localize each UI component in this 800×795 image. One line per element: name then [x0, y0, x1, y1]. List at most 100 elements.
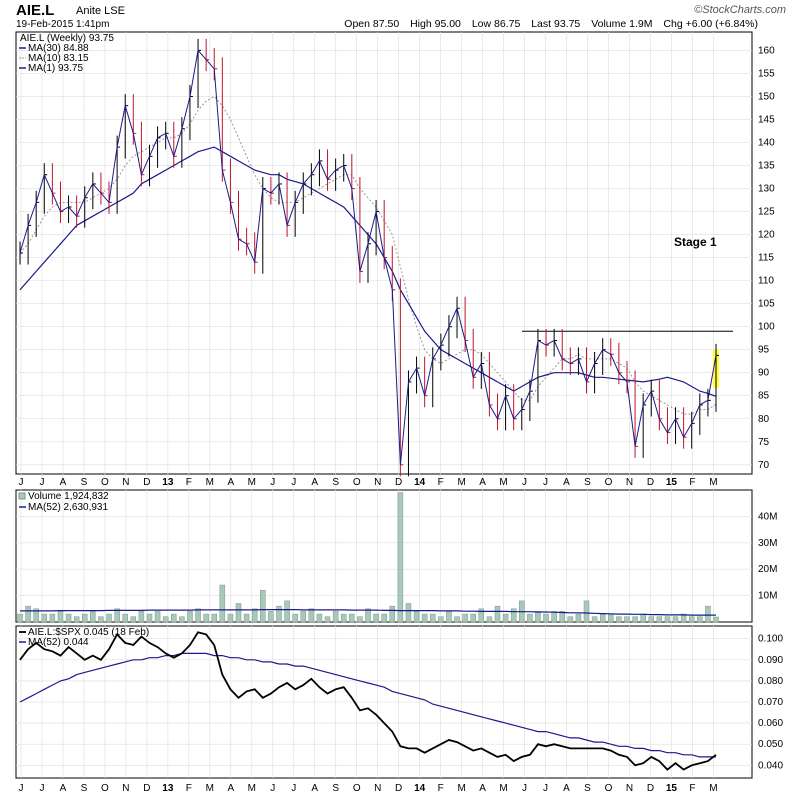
legend-ma30: MA(30) 84.88 [28, 43, 89, 54]
y-tick-label: 0.050 [758, 739, 783, 750]
volume-bar [664, 616, 671, 623]
quote-date: 19-Feb-2015 1:41pm [16, 19, 110, 30]
y-tick-label: 110 [758, 276, 774, 287]
volume-bar [413, 611, 420, 623]
volume-bar [324, 616, 331, 623]
x-tick-label: J [39, 477, 44, 488]
volume-bar [251, 608, 258, 623]
ticker-symbol: AIE.L [16, 2, 55, 19]
x-tick-label: A [563, 783, 570, 794]
volume-bar [195, 608, 201, 623]
volume-bar [41, 613, 48, 623]
volume-bar [98, 616, 104, 623]
volume-bar [624, 616, 630, 623]
chg-label: Chg [663, 18, 683, 30]
x-tick-label: F [689, 783, 695, 794]
x-tick-label: M [457, 477, 465, 488]
x-tick-label: J [543, 477, 548, 488]
x-tick-label: N [122, 783, 129, 794]
volume-bar [438, 616, 444, 623]
volume-bar [527, 613, 533, 623]
brand-logo[interactable]: ©StockCharts.com [694, 4, 786, 16]
volume-bar [632, 616, 638, 623]
chart-header: AIE.L Anite LSE 19-Feb-2015 1:41pm ©Stoc… [16, 2, 786, 30]
x-tick-label: 13 [162, 783, 174, 794]
x-tick-label: F [186, 783, 192, 794]
y-tick-label: 80 [758, 414, 770, 425]
x-tick-label: O [101, 477, 109, 488]
x-tick-label: 14 [414, 477, 426, 488]
y-tick-label: 0.080 [758, 676, 783, 687]
x-tick-label: O [101, 783, 109, 794]
volume-bar [478, 608, 485, 623]
volume-bar [389, 605, 396, 623]
volume-bar [705, 605, 711, 623]
volume-bar [567, 616, 574, 623]
y-tick-label: 140 [758, 138, 775, 149]
x-tick-label: A [479, 783, 486, 794]
x-tick-label: M [709, 783, 717, 794]
x-tick-label: S [584, 783, 591, 794]
y-tick-label: 0.040 [758, 760, 783, 771]
x-tick-label: D [647, 477, 654, 488]
x-tick-label: J [19, 477, 24, 488]
volume-bar [357, 616, 363, 623]
x-tick-label: J [522, 783, 527, 794]
volume-bar [349, 613, 355, 623]
company-name: Anite LSE [76, 5, 125, 17]
y-tick-label: 0.070 [758, 697, 783, 708]
stage-annotation: Stage 1 [674, 235, 717, 249]
x-tick-label: S [81, 783, 88, 794]
volume-bar [90, 611, 96, 623]
volume-bar [486, 616, 493, 623]
volume-bar [17, 613, 23, 623]
volume-bar [300, 611, 307, 623]
y-tick-label: 75 [758, 437, 770, 448]
legend-volume-ma52: MA(52) 2,630,931 [28, 502, 108, 513]
x-tick-label: M [709, 477, 717, 488]
x-tick-label: A [60, 783, 67, 794]
volume-bar [494, 605, 501, 623]
x-tick-label: D [647, 783, 654, 794]
x-tick-label: M [499, 783, 507, 794]
volume-bar [446, 611, 452, 623]
x-tick-label: 15 [666, 783, 678, 794]
x-tick-label: A [563, 477, 570, 488]
x-tick-label: M [248, 477, 256, 488]
y-tick-label: 135 [758, 161, 775, 172]
volume-bar [608, 613, 614, 623]
volume-bar [292, 613, 298, 623]
volume-bar [171, 613, 177, 623]
volume-bar [421, 613, 428, 623]
x-tick-label: J [522, 477, 527, 488]
volume-bar [73, 616, 80, 623]
x-tick-label: O [353, 477, 361, 488]
volume-bar [203, 613, 209, 623]
x-tick-label: D [395, 783, 402, 794]
volume-bar [543, 613, 549, 623]
x-tick-label: S [81, 477, 88, 488]
x-tick-label: S [584, 477, 591, 488]
x-tick-label: J [543, 783, 548, 794]
y-tick-label: 10M [758, 591, 777, 602]
volume-bar [680, 613, 687, 623]
y-tick-label: 150 [758, 91, 775, 102]
x-tick-label: M [206, 783, 214, 794]
volume-bar [235, 603, 242, 623]
volume-bar [49, 613, 56, 623]
volume-bar [65, 613, 72, 623]
x-tick-label: M [457, 783, 465, 794]
y-tick-label: 85 [758, 391, 770, 402]
y-tick-label: 20M [758, 564, 777, 575]
volume-bar [373, 613, 379, 623]
volume-bar [454, 616, 460, 623]
ma10-line [19, 95, 717, 415]
x-tick-label: J [270, 477, 275, 488]
volume-bar [106, 613, 112, 623]
volume-bar [340, 613, 347, 623]
y-tick-label: 130 [758, 184, 775, 195]
rs-line [19, 631, 717, 771]
volume-bar [146, 613, 153, 623]
y-tick-label: 120 [758, 230, 775, 241]
